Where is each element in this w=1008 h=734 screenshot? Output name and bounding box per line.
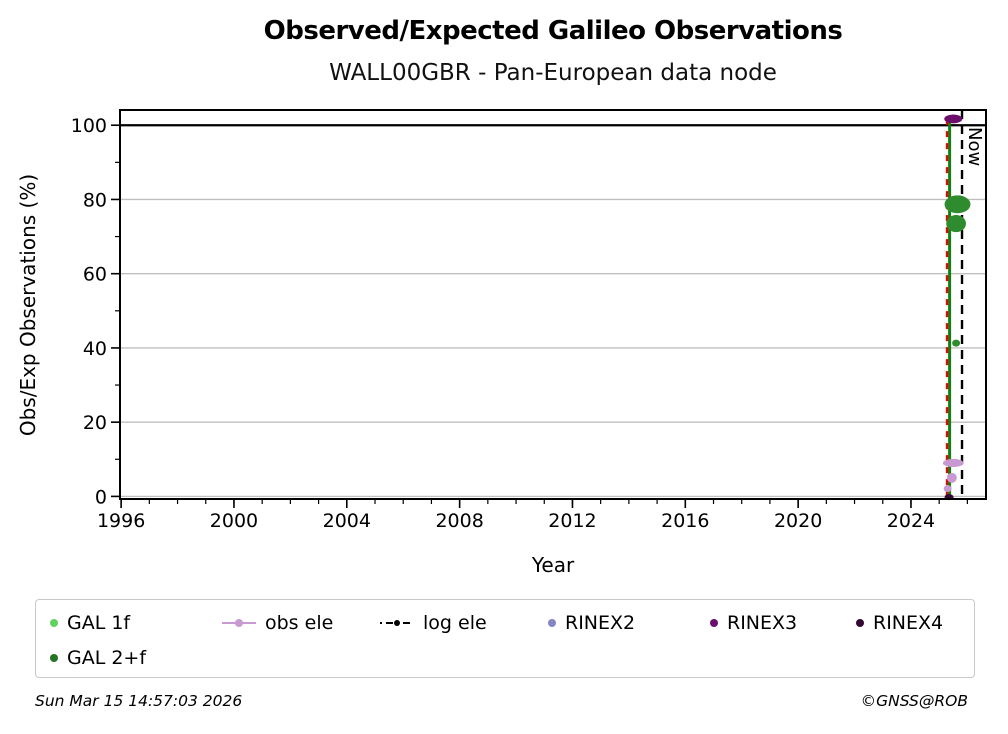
legend-item-obs-ele: obs ele xyxy=(222,612,380,634)
x-axis-label: Year xyxy=(531,553,575,577)
legend-item-gal-1f: GAL 1f xyxy=(50,612,222,634)
rinex2-marker-icon xyxy=(548,618,556,627)
legend-item-rinex2: RINEX2 xyxy=(548,612,710,634)
obs-ele-marker-icon xyxy=(222,618,256,627)
timestamp-text: Sun Mar 15 14:57:03 2026 xyxy=(35,692,243,710)
y-tick-label: 40 xyxy=(83,338,107,360)
data-cluster-gal-2-f xyxy=(946,215,966,233)
legend-label: GAL 1f xyxy=(67,611,131,634)
y-tick-label: 0 xyxy=(95,486,107,508)
y-tick-label: 60 xyxy=(83,264,107,286)
data-cluster-gal-2-f xyxy=(952,339,961,347)
x-tick-label: 2004 xyxy=(323,510,371,532)
x-tick-label: 1996 xyxy=(97,510,145,532)
legend-box: GAL 1f obs ele log ele RINEX2 RINEX3 RIN… xyxy=(35,599,975,678)
x-tick-label: 2024 xyxy=(887,510,935,532)
data-cluster-obs-ele xyxy=(946,472,957,483)
copyright-text: ©GNSS@ROB xyxy=(860,692,968,710)
legend-label: RINEX4 xyxy=(873,611,944,634)
x-tick-label: 2020 xyxy=(774,510,822,532)
now-annotation-label: Now xyxy=(964,127,985,167)
log-ele-marker-icon xyxy=(380,618,414,627)
x-tick-label: 2008 xyxy=(435,510,483,532)
legend-label: GAL 2+f xyxy=(67,646,147,669)
plot-border xyxy=(119,109,987,500)
x-tick-label: 2012 xyxy=(548,510,596,532)
legend-item-rinex4: RINEX4 xyxy=(856,612,960,634)
data-cluster-obs-ele xyxy=(942,458,964,468)
x-tick-label: 2016 xyxy=(661,510,709,532)
y-tick-label: 80 xyxy=(83,189,107,211)
legend-label: RINEX3 xyxy=(727,611,798,634)
plot-area: 1996 2000 2004 2008 2012 2016 2020 2024 0 20 40 60 8… xyxy=(71,109,987,532)
legend-label: RINEX2 xyxy=(565,611,636,634)
data-cluster-gal-2-f xyxy=(944,195,971,214)
rinex3-marker-icon xyxy=(710,618,718,627)
legend-item-gal-2f: GAL 2+f xyxy=(50,647,222,669)
legend-label: obs ele xyxy=(265,611,334,634)
gal1f-marker-icon xyxy=(50,618,58,627)
data-cluster-rinex3 xyxy=(944,114,963,124)
chart-subtitle: WALL00GBR - Pan-European data node xyxy=(329,60,777,86)
y-tick-label: 100 xyxy=(71,115,107,137)
x-tick-label: 2000 xyxy=(210,510,258,532)
y-axis-label: Obs/Exp Observations (%) xyxy=(16,173,40,437)
legend-item-rinex3: RINEX3 xyxy=(710,612,856,634)
legend-label: log ele xyxy=(423,611,487,634)
gal2f-marker-icon xyxy=(50,653,58,662)
y-tick-label: 20 xyxy=(83,412,107,434)
rinex4-marker-icon xyxy=(856,618,864,627)
chart-title: Observed/Expected Galileo Observations xyxy=(263,16,843,46)
data-cluster-obs-ele xyxy=(943,485,952,493)
legend-item-log-ele: log ele xyxy=(380,612,548,634)
